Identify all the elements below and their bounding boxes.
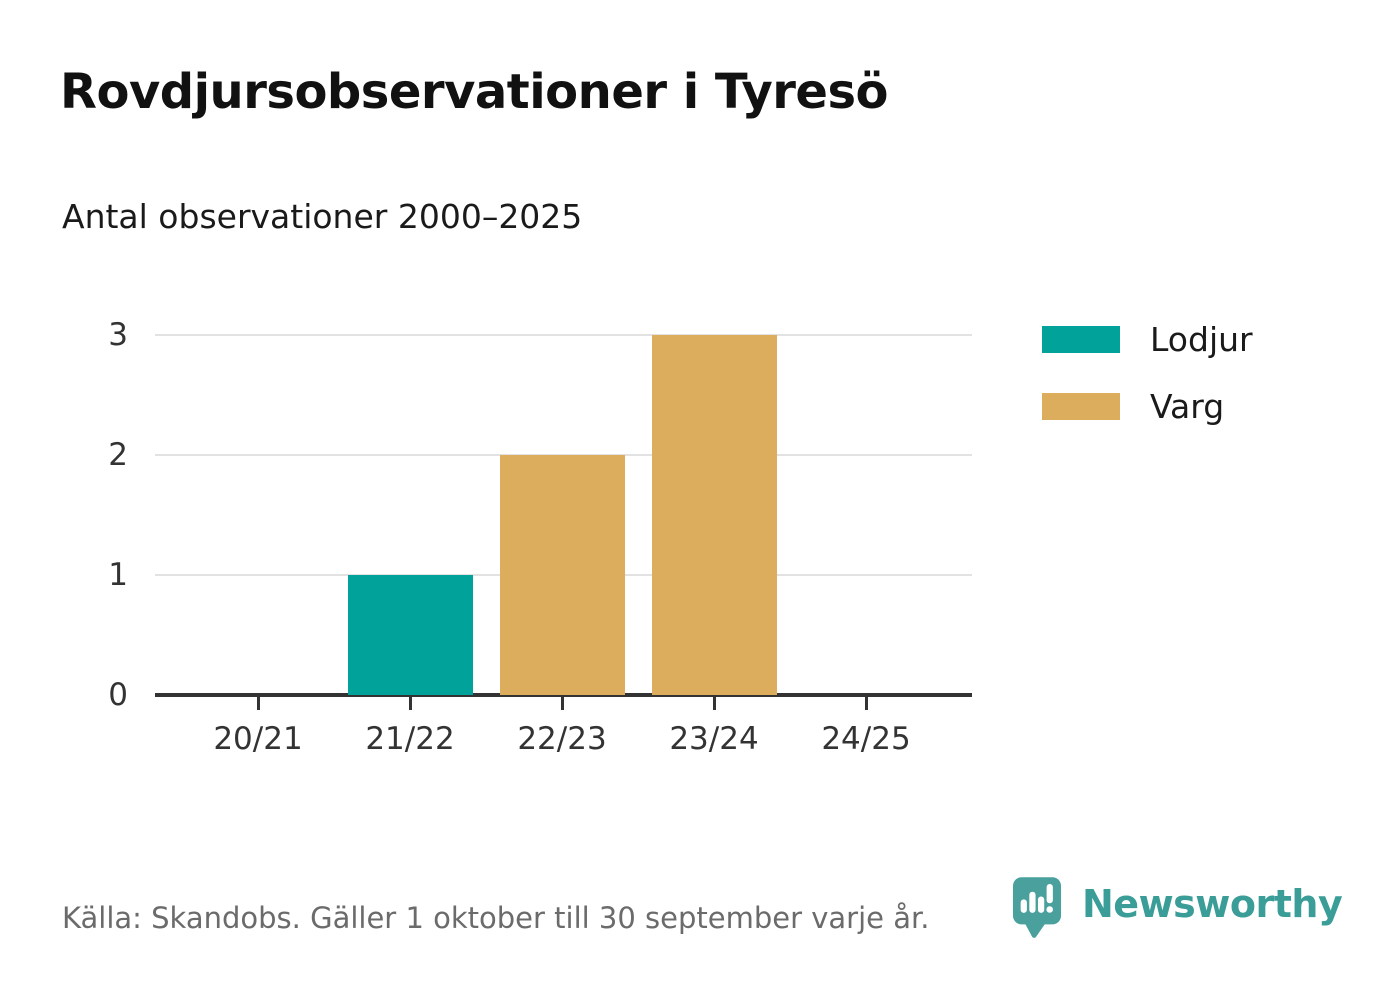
legend-label-varg: Varg	[1150, 387, 1225, 426]
y-tick-label-3: 3	[108, 317, 128, 353]
legend: Lodjur Varg	[1042, 320, 1253, 454]
x-tick-label-20-21: 20/21	[213, 721, 303, 757]
plot-area: 0 1 2 3 20/21 21/22 22/23 23/24 24/25	[108, 317, 972, 757]
legend-swatch-lodjur	[1042, 326, 1120, 353]
x-axis-line	[155, 693, 972, 697]
x-tick-mark-20-21	[256, 697, 260, 710]
x-tick-mark-22-23	[560, 697, 564, 710]
y-tick-label-1: 1	[108, 557, 128, 593]
x-tick-label-21-22: 21/22	[365, 721, 455, 757]
brand-logo: Newsworthy	[1012, 876, 1343, 942]
bar-lodjur-21-22	[347, 575, 473, 695]
source-note: Källa: Skandobs. Gäller 1 oktober till 3…	[62, 901, 930, 935]
legend-label-lodjur: Lodjur	[1150, 320, 1253, 359]
x-tick-label-24-25: 24/25	[821, 721, 911, 757]
bar-varg-23-24	[651, 335, 777, 695]
x-tick-label-22-23: 22/23	[517, 721, 607, 757]
brand-name: Newsworthy	[1082, 882, 1343, 926]
chart-subtitle: Antal observationer 2000–2025	[62, 197, 583, 236]
x-tick-mark-24-25	[864, 697, 868, 710]
x-tick-label-23-24: 23/24	[669, 721, 759, 757]
y-tick-label-2: 2	[108, 437, 128, 473]
x-tick-mark-23-24	[712, 697, 716, 710]
legend-item-lodjur: Lodjur	[1042, 320, 1253, 359]
legend-item-varg: Varg	[1042, 387, 1253, 426]
bar-varg-22-23	[499, 455, 625, 695]
newsworthy-speech-bubble-chart-icon	[1012, 877, 1062, 938]
gridline-y3	[155, 334, 972, 336]
x-tick-mark-21-22	[408, 697, 412, 710]
legend-swatch-varg	[1042, 393, 1120, 420]
chart-title: Rovdjursobservationer i Tyresö	[60, 64, 889, 120]
y-tick-label-0: 0	[108, 677, 128, 713]
